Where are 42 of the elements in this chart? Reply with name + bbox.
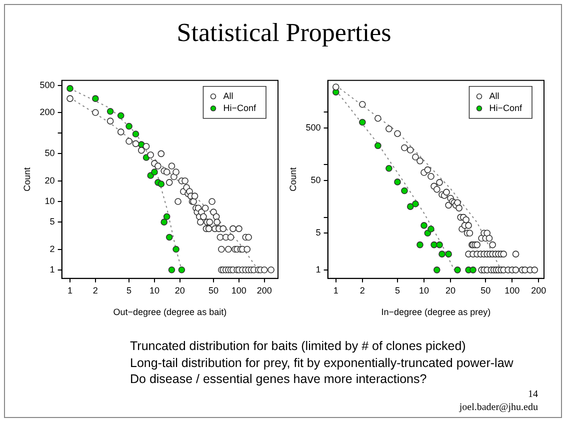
y-tick-label: 1	[50, 264, 55, 274]
x-tick-label: 50	[480, 285, 491, 296]
x-tick-label: 5	[126, 285, 132, 296]
x-tick-label: 50	[208, 285, 219, 296]
x-tick-label: 20	[174, 285, 185, 296]
text: 14	[527, 388, 538, 401]
text: Truncated distribution for baits (limited by # of clones picked)	[130, 338, 467, 354]
text: joel.bader@jhu.edu	[459, 401, 538, 414]
y-axis-title: Count	[288, 166, 298, 192]
y-tick-label: 2	[50, 244, 55, 254]
y-tick-label: 50	[310, 175, 321, 186]
legend-label: Hi−Conf	[223, 102, 256, 113]
x-tick-label: 2	[92, 285, 98, 296]
y-tick-label: 500	[40, 80, 55, 90]
legend-label: Hi−Conf	[489, 102, 522, 113]
y-tick-label: 10	[44, 196, 55, 206]
x-tick-label: 5	[394, 285, 400, 296]
legend-label: All	[223, 90, 234, 101]
y-tick-label: 5	[50, 216, 55, 227]
text: Do disease / essential genes have more interactions?	[130, 371, 428, 388]
x-tick-label: 10	[149, 285, 160, 296]
y-tick-label: 200	[40, 107, 55, 118]
x-tick-label: 1	[67, 285, 73, 296]
x-tick-label: 200	[531, 285, 546, 296]
x-axis-title: Out−degree (degree as bait)	[113, 307, 227, 318]
y-tick-label: 500	[306, 122, 321, 132]
x-axis-title: In−degree (degree as prey)	[381, 307, 491, 318]
x-tick-label: 10	[418, 285, 430, 296]
legend-label: All	[489, 90, 500, 101]
y-tick-label: 5	[316, 228, 321, 238]
y-tick-label: 1	[316, 264, 321, 274]
x-tick-label: 20	[446, 285, 456, 296]
x-tick-label: 1	[333, 285, 338, 296]
x-tick-label: 100	[231, 285, 246, 296]
text: Statistical Properties	[176, 18, 392, 48]
x-tick-label: 100	[504, 285, 520, 296]
y-tick-label: 50	[44, 148, 55, 158]
x-tick-label: 200	[256, 285, 272, 296]
x-tick-label: 2	[360, 285, 365, 296]
text: Long-tail distribution for prey, fit by exponentially-truncated power-law	[130, 354, 514, 371]
y-tick-label: 20	[44, 175, 55, 186]
y-axis-title: Count	[22, 166, 32, 192]
